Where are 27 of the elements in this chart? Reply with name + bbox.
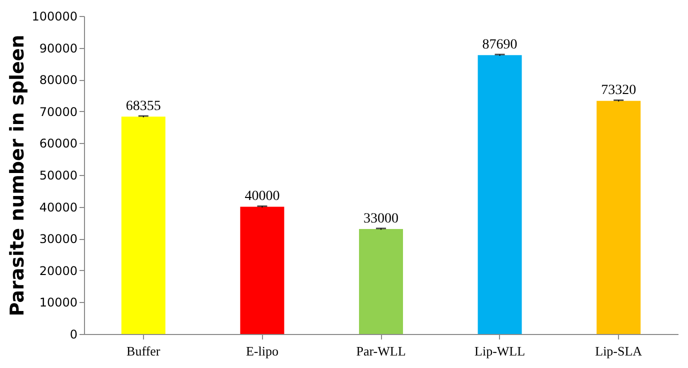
bar: [359, 229, 403, 334]
bar: [240, 206, 284, 334]
bar: [121, 116, 166, 334]
x-tick-label: Buffer: [126, 344, 161, 358]
y-tick-label: 40000: [39, 200, 78, 214]
y-tick-label: 0: [70, 328, 78, 342]
y-tick-label: 70000: [39, 104, 78, 119]
y-tick-label: 10000: [39, 296, 78, 310]
y-tick-label: 100000: [32, 10, 78, 24]
y-tick-label: 30000: [39, 232, 78, 246]
data-label: 40000: [244, 189, 280, 204]
y-tick-label: 80000: [39, 73, 78, 88]
bar: [596, 100, 641, 334]
data-label: 68355: [126, 98, 161, 114]
y-tick-label: 50000: [39, 168, 78, 182]
y-tick-label: 20000: [39, 264, 78, 278]
bar: [478, 55, 522, 334]
data-label: 33000: [364, 211, 398, 226]
x-tick-label: E-lipo: [246, 344, 278, 358]
x-tick-label: Lip-WLL: [474, 344, 526, 358]
y-tick-label: 90000: [39, 41, 78, 56]
y-axis-title: Parasite number in spleen: [6, 34, 29, 316]
x-tick-label: Par-WLL: [356, 344, 406, 358]
y-tick-label: 60000: [39, 136, 78, 151]
data-label: 73320: [601, 83, 636, 98]
data-label: 87690: [482, 38, 518, 53]
x-tick-label: Lip-SLA: [595, 344, 643, 358]
